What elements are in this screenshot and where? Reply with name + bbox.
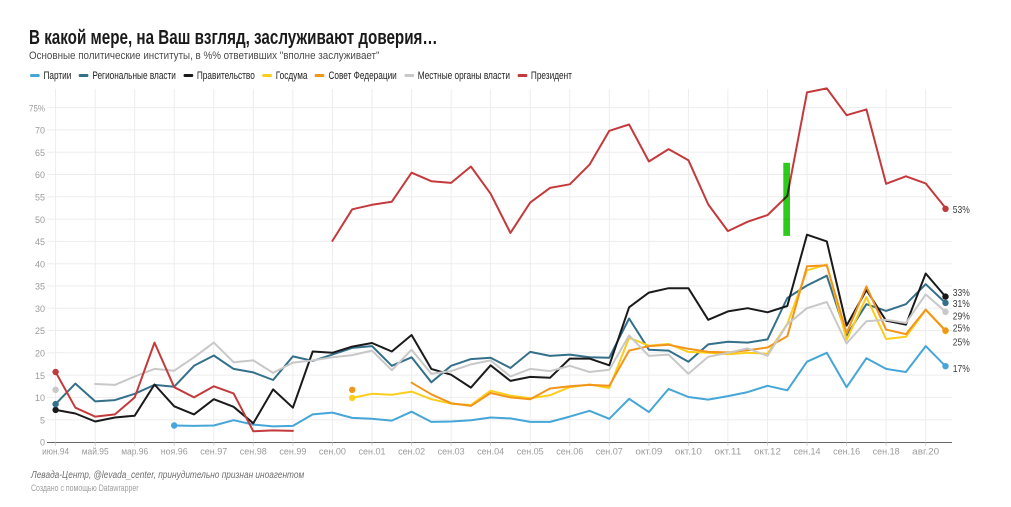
svg-text:сен.04: сен.04: [477, 447, 504, 457]
svg-text:сен.18: сен.18: [873, 447, 900, 457]
svg-text:25%: 25%: [953, 322, 970, 334]
svg-text:50: 50: [35, 215, 45, 225]
svg-text:июн.94: июн.94: [42, 447, 69, 457]
svg-text:15: 15: [35, 371, 45, 381]
svg-text:окт.09: окт.09: [635, 447, 662, 457]
svg-text:40: 40: [35, 259, 45, 269]
svg-text:75%: 75%: [29, 103, 45, 113]
svg-text:25%: 25%: [953, 337, 970, 349]
svg-text:20: 20: [35, 349, 45, 359]
svg-text:авг.20: авг.20: [912, 447, 939, 457]
svg-text:сен.97: сен.97: [200, 447, 227, 457]
svg-text:5: 5: [40, 415, 45, 425]
svg-text:0: 0: [40, 438, 45, 448]
svg-text:сен.00: сен.00: [319, 447, 346, 457]
svg-text:33%: 33%: [953, 287, 970, 299]
svg-text:35: 35: [35, 282, 45, 292]
svg-text:мар.96: мар.96: [121, 447, 148, 457]
svg-text:сен.06: сен.06: [556, 447, 583, 457]
svg-text:53%: 53%: [953, 204, 970, 216]
svg-text:25: 25: [35, 326, 45, 336]
svg-text:сен.05: сен.05: [517, 447, 544, 457]
svg-text:сен.03: сен.03: [438, 447, 465, 457]
svg-text:17%: 17%: [953, 363, 970, 375]
svg-text:55: 55: [35, 193, 45, 203]
svg-text:65: 65: [35, 148, 45, 158]
svg-text:окт.10: окт.10: [675, 447, 702, 457]
svg-text:31%: 31%: [953, 298, 970, 310]
svg-text:окт.12: окт.12: [754, 447, 781, 457]
svg-text:сен.01: сен.01: [359, 447, 386, 457]
svg-text:сен.99: сен.99: [279, 447, 306, 457]
svg-text:29%: 29%: [953, 311, 970, 323]
svg-text:сен.14: сен.14: [794, 447, 821, 457]
svg-text:10: 10: [35, 393, 45, 403]
svg-text:сен.16: сен.16: [833, 447, 860, 457]
svg-text:60: 60: [35, 170, 45, 180]
svg-text:сен.98: сен.98: [240, 447, 267, 457]
svg-text:30: 30: [35, 304, 45, 314]
svg-text:май.95: май.95: [82, 447, 109, 457]
svg-text:ноя.96: ноя.96: [161, 447, 188, 457]
svg-text:сен.02: сен.02: [398, 447, 425, 457]
svg-text:окт.11: окт.11: [714, 447, 741, 457]
svg-text:сен.07: сен.07: [596, 447, 623, 457]
svg-text:70: 70: [35, 126, 45, 136]
svg-text:45: 45: [35, 237, 45, 247]
